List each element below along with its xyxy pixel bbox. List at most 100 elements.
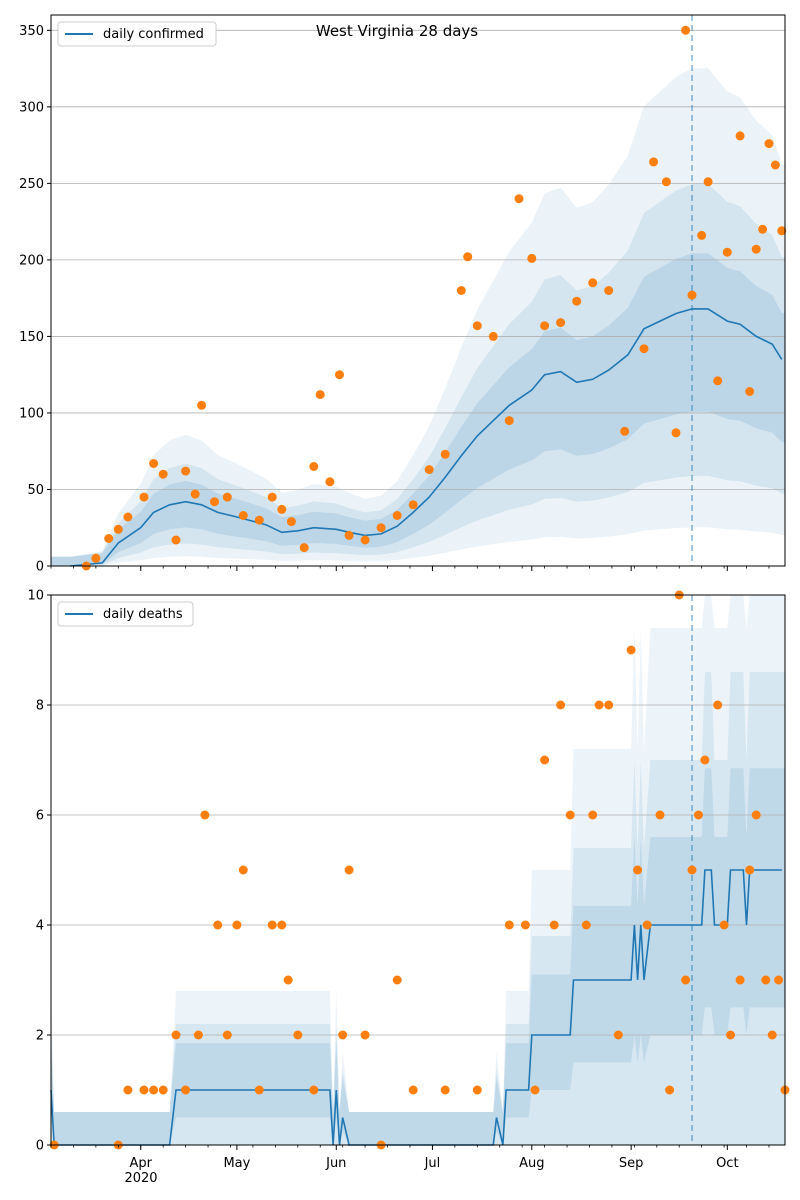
confirmed-y-axis: 0 50 100 150 200 250 300 350: [19, 24, 51, 575]
confirmed-observed-point: [238, 511, 248, 520]
deaths-observed-point: [193, 1030, 203, 1040]
confirmed-observed-point: [572, 296, 582, 306]
deaths-y-tick-label: 8: [36, 699, 44, 714]
deaths-observed-point: [745, 865, 755, 875]
deaths-y-axis: 0 2 4 6 8 10: [27, 589, 51, 1154]
deaths-y-tick-label: 2: [36, 1029, 44, 1044]
confirmed-observed-point: [254, 515, 264, 525]
confirmed-y-tick-label: 0: [36, 560, 44, 575]
deaths-y-tick-label: 0: [36, 1139, 44, 1154]
deaths-observed-point: [694, 810, 703, 820]
deaths-observed-point: [626, 645, 636, 655]
deaths-observed-point: [700, 755, 710, 765]
confirmed-observed-point: [456, 286, 466, 295]
x-tick-label: Jun: [325, 1156, 346, 1171]
confirmed-observed-point: [697, 230, 707, 240]
deaths-observed-point: [726, 1030, 735, 1040]
deaths-y-tick-label: 4: [36, 919, 44, 934]
deaths-observed-point: [665, 1085, 675, 1095]
confirmed-observed-point: [440, 449, 450, 459]
deaths-legend-label: daily deaths: [103, 607, 183, 622]
confirmed-observed-point: [504, 416, 514, 426]
deaths-observed-point: [613, 1030, 623, 1040]
x-tick-label: Oct: [716, 1156, 738, 1171]
deaths-observed-point: [309, 1085, 319, 1095]
confirmed-observed-point: [713, 376, 723, 386]
confirmed-observed-point: [149, 459, 159, 468]
confirmed-observed-point: [190, 489, 200, 499]
deaths-observed-point: [633, 865, 643, 875]
confirmed-observed-point: [687, 290, 697, 300]
confirmed-observed-point: [770, 160, 780, 170]
confirmed-observed-point: [104, 534, 114, 543]
deaths-observed-point: [213, 920, 223, 930]
confirmed-observed-point: [764, 139, 774, 149]
deaths-observed-point: [520, 920, 530, 930]
confirmed-observed-point: [335, 370, 344, 380]
deaths-legend: daily deaths: [57, 601, 194, 627]
confirmed-observed-point: [171, 535, 181, 545]
confirmed-observed-point: [267, 492, 277, 502]
confirmed-observed-point: [777, 226, 787, 236]
confirmed-observed-point: [703, 177, 713, 187]
deaths-observed-point: [149, 1085, 159, 1095]
confirmed-observed-point: [376, 523, 386, 533]
deaths-observed-point: [588, 810, 598, 820]
deaths-observed-point: [751, 810, 761, 820]
deaths-observed-point: [158, 1085, 168, 1095]
deaths-observed-point: [642, 920, 652, 930]
confirmed-observed-point: [745, 387, 755, 396]
deaths-observed-point: [767, 1030, 777, 1040]
deaths-observed-point: [761, 975, 771, 985]
chart-title: West Virginia 28 days: [316, 22, 478, 40]
confirmed-observed-point: [408, 500, 418, 510]
deaths-observed-point: [408, 1085, 418, 1095]
deaths-observed-point: [283, 975, 293, 985]
deaths-observed-point: [232, 920, 242, 930]
confirmed-y-tick-label: 300: [19, 100, 44, 115]
confirmed-observed-point: [751, 244, 761, 254]
deaths-observed-point: [504, 920, 514, 930]
confirmed-observed-point: [299, 543, 309, 553]
deaths-observed-point: [556, 700, 566, 710]
deaths-band-0: [51, 595, 785, 1145]
confirmed-observed-point: [722, 247, 732, 257]
confirmed-observed-point: [649, 157, 659, 167]
deaths-observed-point: [735, 975, 745, 985]
x-tick-label: Apr: [129, 1156, 152, 1171]
confirmed-series: [70, 15, 787, 571]
deaths-observed-point: [540, 755, 550, 765]
x-tick-label: Sep: [619, 1156, 644, 1171]
confirmed-observed-point: [344, 530, 354, 540]
deaths-observed-point: [604, 700, 614, 710]
confirmed-observed-point: [556, 318, 566, 328]
confirmed-observed-point: [309, 462, 319, 471]
deaths-band-1: [51, 672, 785, 1145]
deaths-y-tick-label: 6: [36, 809, 44, 824]
confirmed-observed-point: [604, 286, 614, 295]
confirmed-y-tick-label: 50: [27, 483, 44, 498]
confirmed-y-tick-label: 100: [19, 406, 44, 421]
deaths-observed-point: [171, 1030, 181, 1040]
confirmed-observed-point: [488, 331, 498, 341]
confirmed-legend-label: daily confirmed: [103, 27, 204, 42]
confirmed-observed-point: [527, 253, 537, 263]
confirmed-observed-point: [463, 252, 473, 262]
confirmed-observed-point: [277, 504, 287, 514]
confirmed-observed-point: [514, 194, 524, 204]
x-year-label: 2020: [124, 1171, 157, 1186]
deaths-observed-point: [687, 865, 697, 875]
deaths-observed-point: [293, 1030, 303, 1040]
deaths-observed-point: [713, 700, 723, 710]
confirmed-observed-point: [620, 426, 630, 436]
confirmed-plot-frame: [50, 14, 786, 567]
deaths-chart-panel: 0 2 4 6 8 10 Apr May Jun Jul Aug Sep Oct 2020 daily…: [27, 589, 790, 1186]
deaths-observed-point: [277, 920, 287, 930]
confirmed-observed-point: [123, 512, 133, 522]
confirmed-observed-point: [222, 492, 232, 502]
confirmed-observed-point: [735, 131, 745, 141]
confirmed-observed-point: [91, 553, 101, 563]
confirmed-chart-panel: 0 50 100 150 200 250 300 350 West Virginia 28 d…: [19, 14, 787, 575]
confirmed-observed-point: [197, 400, 207, 410]
